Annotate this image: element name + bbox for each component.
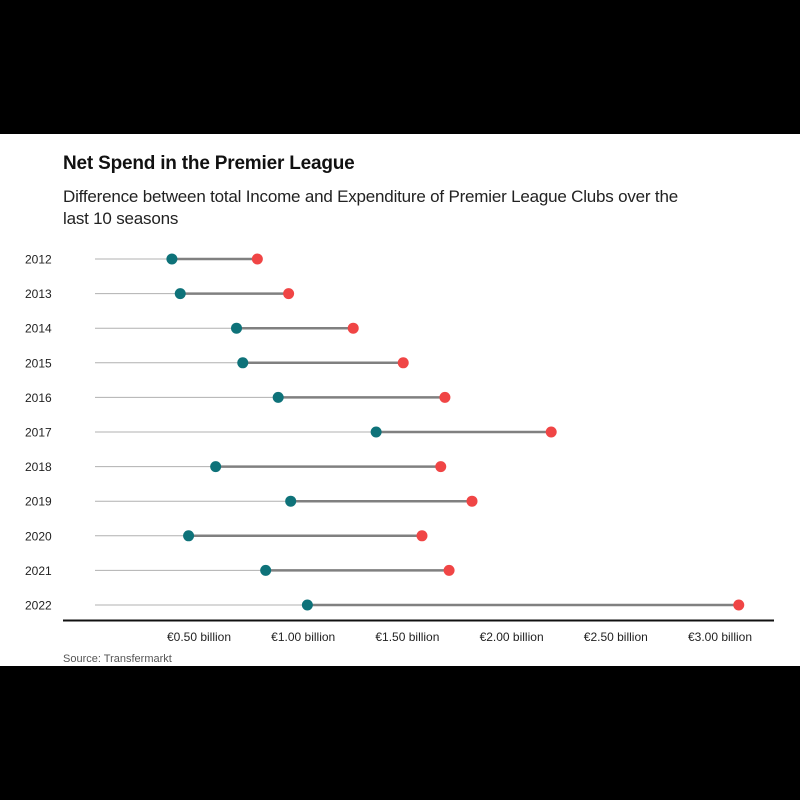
income-point	[272, 391, 284, 403]
expenditure-point	[283, 288, 295, 300]
expenditure-point	[397, 357, 409, 369]
x-tick-label: €2.50 billion	[584, 630, 648, 644]
expenditure-point	[466, 495, 478, 507]
chart-subtitle: Difference between total Income and Expe…	[63, 187, 678, 228]
income-point	[285, 495, 297, 507]
income-point	[166, 253, 178, 265]
expenditure-point	[439, 391, 451, 403]
expenditure-point	[443, 564, 455, 576]
y-tick-label: 2015	[25, 356, 52, 370]
y-tick-label: 2019	[25, 495, 52, 509]
income-point	[174, 288, 186, 300]
y-tick-label: 2018	[25, 460, 52, 474]
source-note: Source: Transfermarkt	[63, 653, 172, 665]
income-point	[301, 599, 313, 611]
x-tick-label: €2.00 billion	[480, 630, 544, 644]
income-point	[183, 530, 195, 542]
x-tick-label: €1.00 billion	[271, 630, 335, 644]
y-tick-label: 2016	[25, 391, 52, 405]
expenditure-point	[733, 599, 745, 611]
y-tick-label: 2013	[25, 287, 52, 301]
y-tick-label: 2020	[25, 529, 52, 543]
expenditure-point	[347, 322, 359, 334]
y-tick-label: 2021	[25, 564, 52, 578]
income-point	[210, 461, 222, 473]
dumbbell-chart: 2012 2013 2014 2015 2016 2017 2018 2019 2020 2021…	[25, 253, 774, 644]
y-tick-label: 2012	[25, 253, 52, 267]
y-tick-label: 2022	[25, 599, 52, 613]
x-tick-label: €0.50 billion	[167, 630, 231, 644]
chart-card: Net Spend in the Premier League Differen…	[0, 134, 800, 666]
expenditure-point	[251, 253, 263, 265]
x-tick-label: €3.00 billion	[688, 630, 752, 644]
y-tick-label: 2017	[25, 426, 52, 440]
income-point	[231, 322, 243, 334]
income-point	[370, 426, 382, 438]
expenditure-point	[545, 426, 557, 438]
income-point	[260, 564, 272, 576]
x-tick-label: €1.50 billion	[375, 630, 439, 644]
income-point	[237, 357, 249, 369]
chart-title: Net Spend in the Premier League	[63, 153, 355, 174]
expenditure-point	[416, 530, 428, 542]
y-tick-label: 2014	[25, 322, 52, 336]
expenditure-point	[435, 461, 447, 473]
